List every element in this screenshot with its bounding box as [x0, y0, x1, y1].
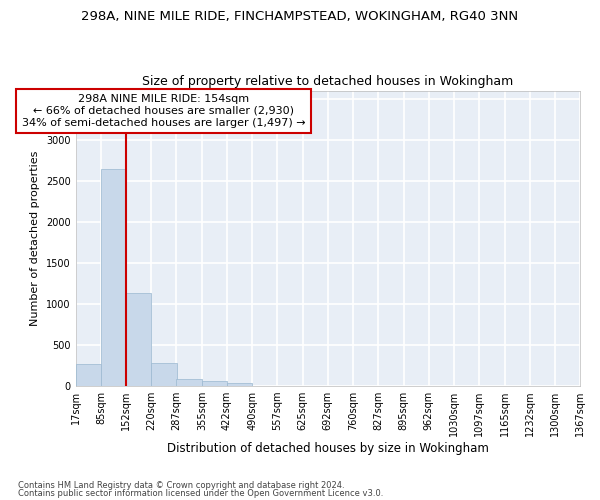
Text: 298A NINE MILE RIDE: 154sqm
← 66% of detached houses are smaller (2,930)
34% of : 298A NINE MILE RIDE: 154sqm ← 66% of det…: [22, 94, 305, 128]
Bar: [101, 169, 127, 386]
Bar: [227, 383, 252, 386]
Y-axis label: Number of detached properties: Number of detached properties: [31, 151, 40, 326]
Text: Contains HM Land Registry data © Crown copyright and database right 2024.: Contains HM Land Registry data © Crown c…: [18, 480, 344, 490]
Bar: [76, 364, 101, 386]
Text: 298A, NINE MILE RIDE, FINCHAMPSTEAD, WOKINGHAM, RG40 3NN: 298A, NINE MILE RIDE, FINCHAMPSTEAD, WOK…: [82, 10, 518, 23]
Title: Size of property relative to detached houses in Wokingham: Size of property relative to detached ho…: [142, 76, 514, 88]
X-axis label: Distribution of detached houses by size in Wokingham: Distribution of detached houses by size …: [167, 442, 488, 455]
Text: Contains public sector information licensed under the Open Government Licence v3: Contains public sector information licen…: [18, 489, 383, 498]
Bar: [126, 292, 151, 386]
Bar: [151, 363, 177, 386]
Bar: [176, 379, 202, 386]
Bar: [202, 381, 227, 386]
